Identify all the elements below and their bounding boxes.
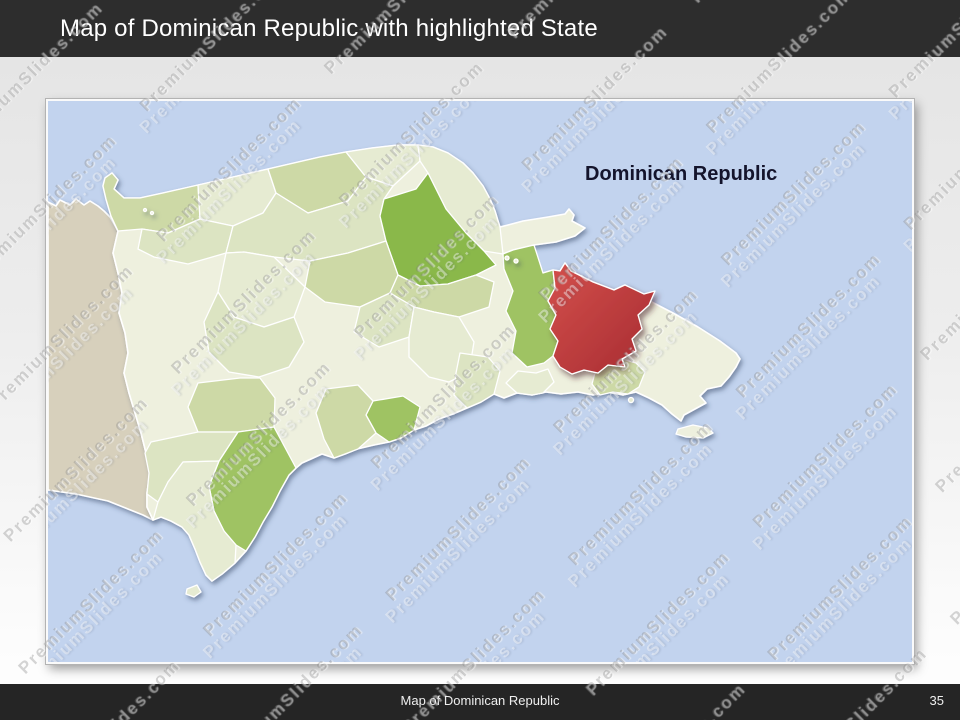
footer-text: Map of Dominican Republic bbox=[400, 693, 560, 708]
catalina-island bbox=[627, 396, 635, 404]
title-bar: Map of Dominican Republic with highlight… bbox=[0, 0, 960, 57]
footer-bar: Map of Dominican Republic 35 bbox=[0, 684, 960, 720]
province bbox=[187, 377, 276, 433]
highlighted-province bbox=[547, 262, 656, 375]
province-layer bbox=[102, 144, 646, 582]
dominican-republic-map: Dominican Republic PremiumSlides.com Pre… bbox=[48, 101, 912, 662]
province bbox=[453, 352, 501, 409]
province bbox=[203, 291, 305, 378]
coastal-islet bbox=[142, 207, 148, 213]
page-title: Map of Dominican Republic with highlight… bbox=[60, 14, 598, 42]
beata-island bbox=[185, 584, 202, 598]
province bbox=[152, 460, 237, 582]
province bbox=[315, 384, 377, 459]
small-islands bbox=[142, 207, 714, 598]
bay-islet bbox=[504, 255, 510, 261]
page-number: 35 bbox=[929, 693, 944, 708]
country-label: Dominican Republic bbox=[585, 163, 778, 185]
saona-island bbox=[675, 424, 714, 439]
map-frame: Dominican Republic PremiumSlides.com Pre… bbox=[45, 98, 915, 665]
map-svg bbox=[48, 101, 912, 662]
province bbox=[505, 368, 555, 396]
bay-islet bbox=[513, 258, 519, 264]
coastal-islet bbox=[149, 210, 155, 216]
